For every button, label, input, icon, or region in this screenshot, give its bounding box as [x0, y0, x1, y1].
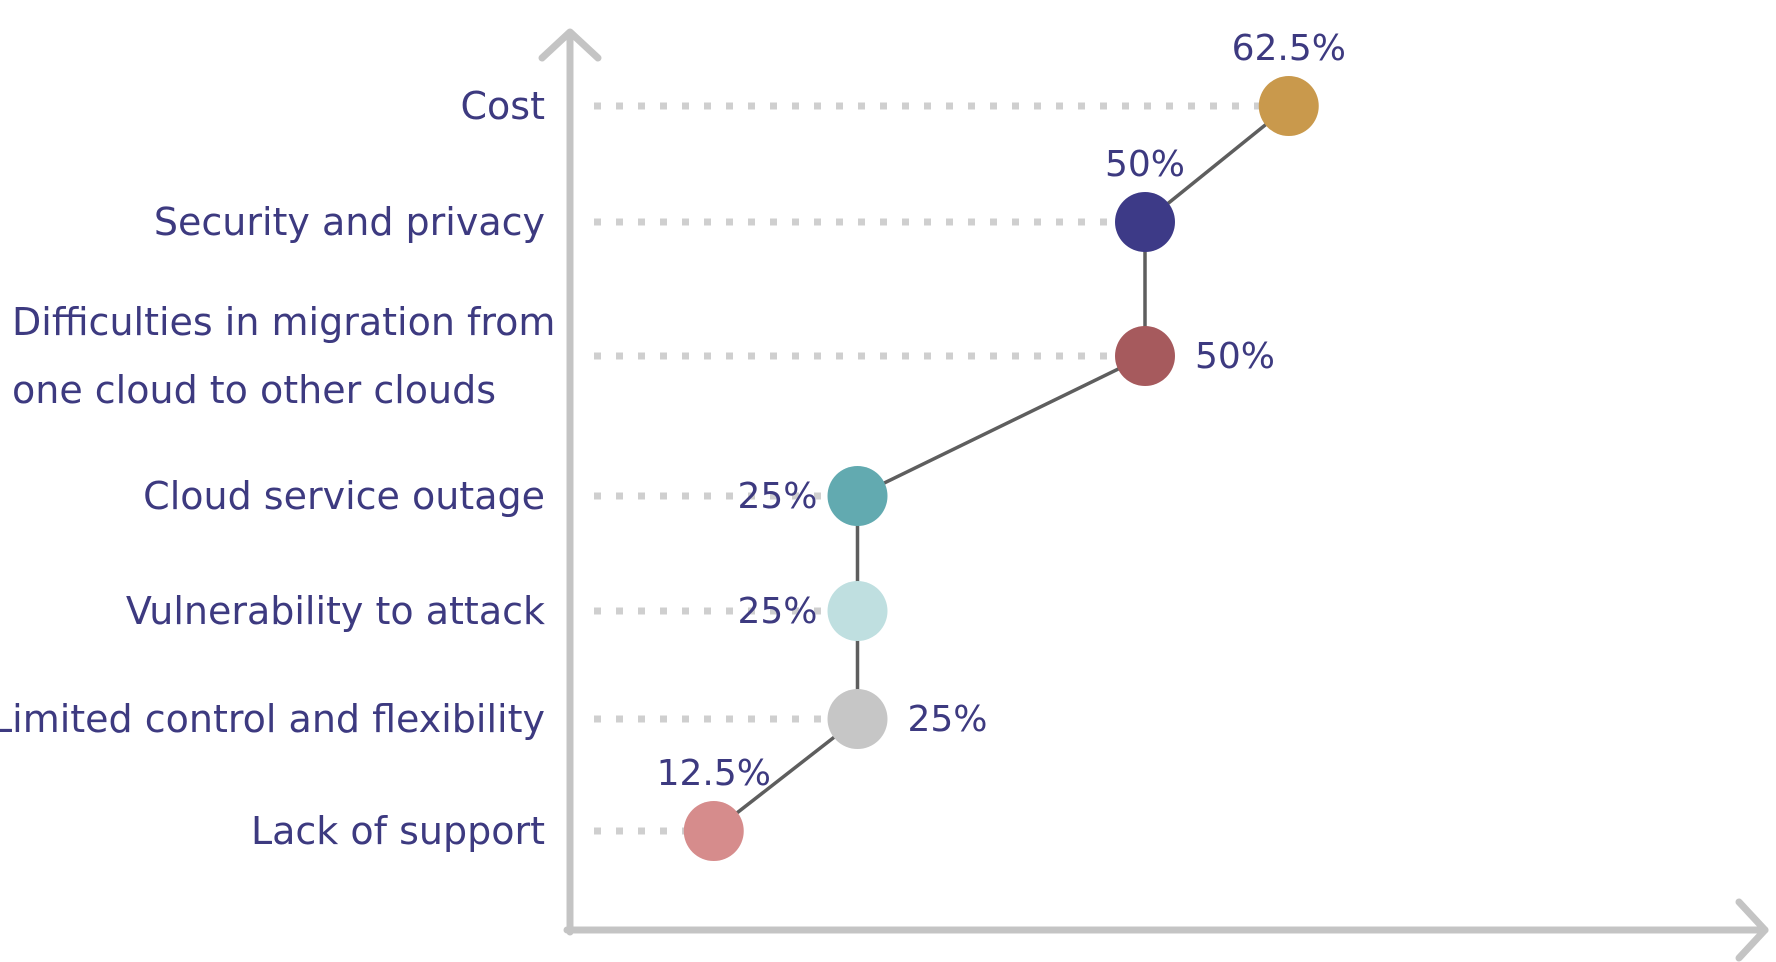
data-point-1 [1115, 192, 1175, 252]
category-label-5: Limited control and flexibility [0, 697, 545, 741]
data-point-2 [1115, 326, 1175, 386]
value-label-4: 25% [737, 591, 817, 632]
leader-lines [594, 102, 1289, 835]
value-label-5: 25% [908, 699, 988, 740]
value-label-3: 25% [737, 476, 817, 517]
connector-segment-5 [712, 717, 859, 833]
value-labels: 62.5% 50% 50% 25% 25% 25% 12.5% [657, 28, 1346, 794]
data-point-5 [827, 689, 888, 749]
data-point-4 [827, 581, 888, 641]
data-point-0 [1258, 76, 1319, 136]
connector-segment-0 [1143, 104, 1290, 224]
value-label-6: 12.5% [657, 753, 771, 794]
category-label-2-line-0: Difficulties in migration from [12, 300, 555, 344]
connector-segment-2 [856, 354, 1146, 498]
category-label-4: Vulnerability to attack [126, 589, 545, 633]
category-label-3: Cloud service outage [143, 474, 545, 518]
value-label-1: 50% [1105, 144, 1185, 185]
category-label-2-line-1: one cloud to other clouds [12, 368, 496, 412]
category-label-0: Cost [461, 84, 545, 128]
data-points [683, 76, 1319, 861]
connector-lines [712, 104, 1290, 833]
x-axis-arrow-head [1735, 898, 1769, 962]
category-labels: Cost Security and privacy Difficulties in … [0, 84, 555, 853]
category-label-1: Security and privacy [154, 200, 545, 244]
value-label-2: 50% [1195, 336, 1275, 377]
axes [538, 28, 1769, 962]
value-label-0: 62.5% [1232, 28, 1346, 69]
category-label-6: Lack of support [251, 809, 545, 853]
data-point-6 [683, 801, 744, 861]
data-point-3 [827, 466, 888, 526]
